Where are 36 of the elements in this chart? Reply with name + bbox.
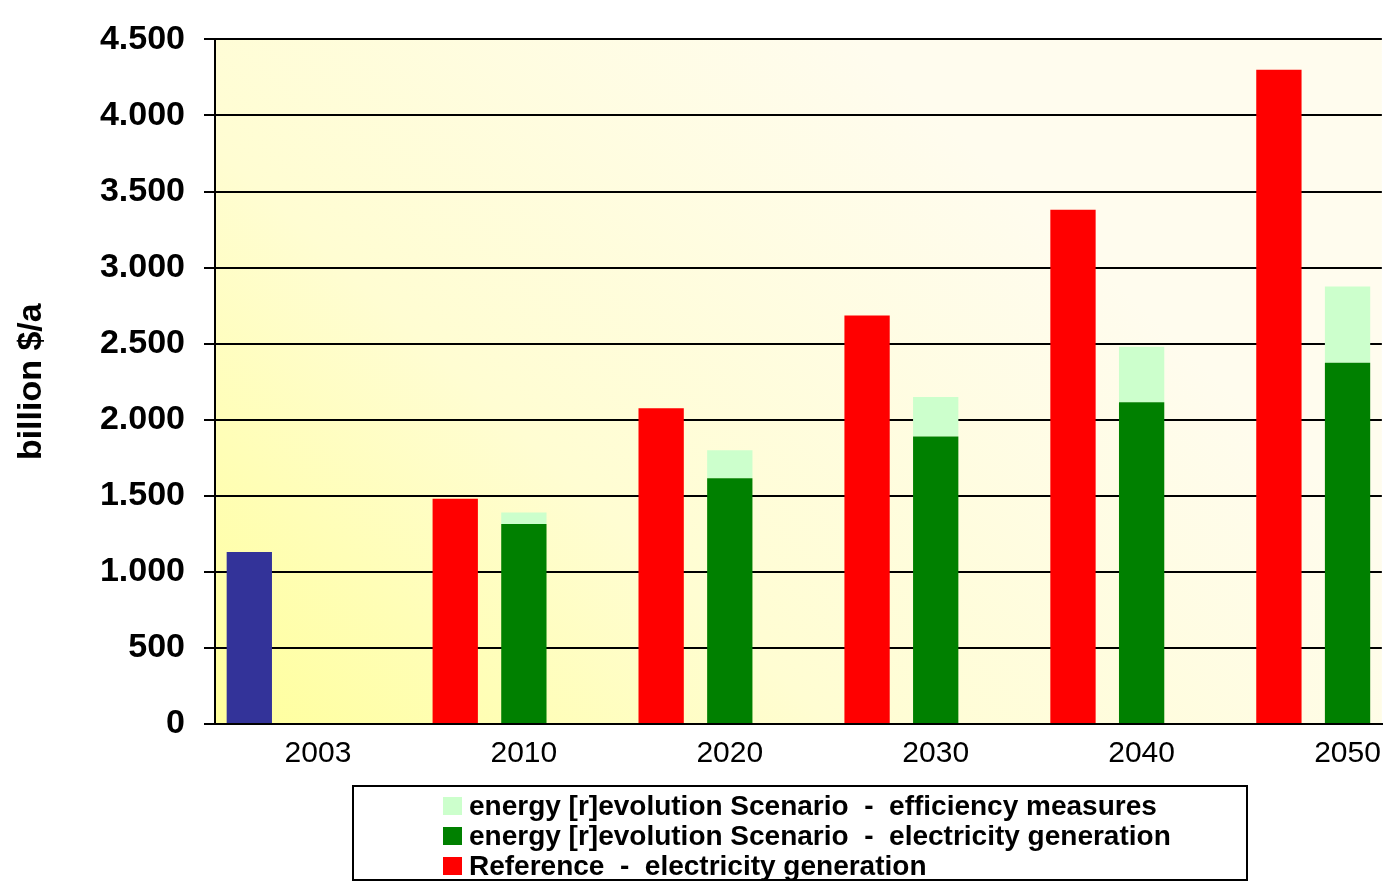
- bar: [1324, 362, 1371, 723]
- y-tick-label: 4.500: [99, 17, 185, 56]
- x-tick-label: 2040: [1108, 735, 1175, 769]
- bar: [1256, 69, 1302, 723]
- bar: [1324, 286, 1371, 363]
- y-tick-label: 4.000: [99, 93, 185, 132]
- y-tick-label: 500: [128, 626, 185, 665]
- legend-label: energy [r]evolution Scenario - efficiency measures: [469, 790, 1157, 821]
- bar: [1118, 346, 1165, 403]
- bar: [1118, 402, 1165, 723]
- legend-label: Reference - electricity generation: [469, 850, 927, 881]
- y-tick-label: 3.500: [99, 169, 185, 208]
- x-tick-label: 2020: [696, 735, 764, 769]
- legend-label: energy [r]evolution Scenario - electricity generation: [469, 820, 1171, 851]
- y-tick-label: 2.500: [99, 322, 185, 361]
- bar: [913, 396, 959, 437]
- y-tick-label: 1.500: [99, 474, 185, 513]
- bar: [1050, 209, 1096, 723]
- bar: [913, 436, 959, 723]
- y-tick-label: 0: [166, 702, 185, 741]
- x-tick-label: 2050: [1314, 735, 1381, 769]
- bar: [226, 552, 272, 723]
- y-axis-title: billion $/a: [9, 302, 48, 461]
- x-tick-label: 2010: [490, 735, 558, 769]
- x-tick-label: 2030: [902, 735, 970, 769]
- bar: [844, 315, 890, 723]
- y-tick-label: 2.000: [99, 398, 185, 437]
- bar: [432, 498, 478, 723]
- bar: [707, 478, 753, 723]
- bar: [501, 512, 547, 524]
- bar: [707, 450, 753, 479]
- y-tick-label: 1.000: [99, 550, 185, 589]
- bar: [501, 523, 547, 723]
- bar: [638, 408, 684, 723]
- y-tick-label: 3.000: [99, 245, 185, 284]
- x-tick-label: 2003: [284, 735, 352, 769]
